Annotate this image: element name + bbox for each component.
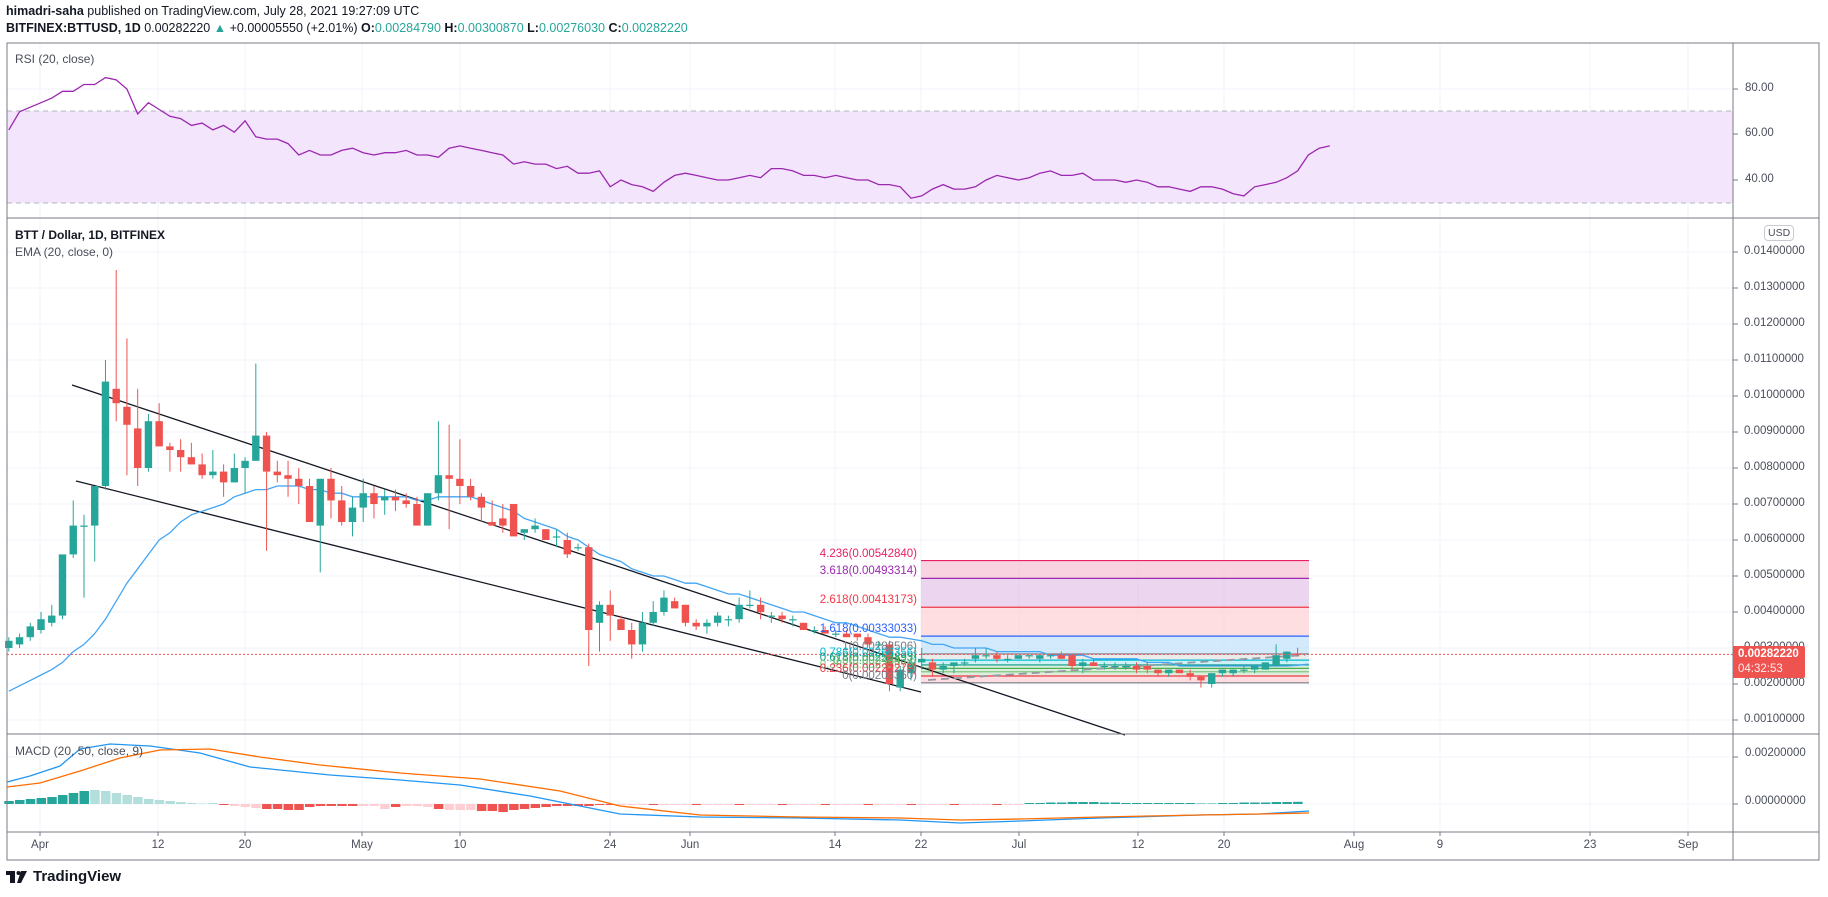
rsi-axis-tick: 40.00 (1745, 173, 1774, 185)
close-value: 0.00282220 (621, 21, 688, 35)
fib-level-label: 0.5(0.00243437) (832, 655, 917, 668)
grid (7, 43, 1733, 832)
rsi-axis-tick: 60.00 (1745, 127, 1774, 139)
open-label: O: (360, 21, 375, 35)
macd-axis-tick: 0.00200000 (1745, 747, 1806, 759)
signal-line (6, 748, 1310, 821)
macd (4, 743, 1310, 824)
fib-level-label: 0.786(0.00266356) (819, 647, 917, 660)
main-series-title[interactable]: BTT / Dollar, 1D, BITFINEX (15, 228, 166, 242)
price-axis-tick: 0.00800000 (1744, 461, 1805, 473)
candles[interactable] (5, 270, 1302, 692)
tradingview-logo-icon (6, 870, 27, 883)
time-axis-tick: 20 (1217, 839, 1231, 851)
fib-level-label: 0(0.00203360) (842, 669, 917, 682)
last-price: 0.00282220 (144, 21, 211, 35)
price-axis-tick: 0.01300000 (1744, 281, 1805, 293)
time-axis-tick: 12 (151, 839, 165, 851)
time-axis-tick: Sep (1677, 839, 1699, 851)
change-up-arrow-icon: ▲ (213, 21, 227, 35)
rsi-indicator-label[interactable]: RSI (20, close) (15, 52, 95, 66)
low-value: 0.00276030 (538, 21, 605, 35)
time-axis-tick: 12 (1131, 839, 1145, 851)
fib-level-label: 1.618(0.00333033) (819, 623, 917, 636)
rsi-band (7, 111, 1733, 203)
ema-indicator-label[interactable]: EMA (20, close, 0) (15, 245, 114, 259)
close-label: C: (608, 21, 622, 35)
macd-line (6, 743, 1310, 824)
price-change: +0.00005550 (+2.01%) (229, 21, 358, 35)
price-axis-tick: 0.00400000 (1744, 605, 1805, 617)
time-axis-tick: Aug (1343, 839, 1365, 851)
price-axis-tick: 0.00100000 (1744, 713, 1805, 725)
fib-level-label: 0.618(0.00252893) (819, 651, 917, 664)
price-axis-tick: 0.00500000 (1744, 569, 1805, 581)
time-axis-tick: 20 (238, 839, 252, 851)
time-axis-tick: 24 (603, 839, 617, 851)
bar-countdown: 04:32:53 (1738, 663, 1783, 675)
rsi-line (8, 76, 1330, 199)
publish-info: himadri-saha published on TradingView.co… (6, 4, 419, 18)
time-axis-tick: 10 (453, 839, 467, 851)
published-text: published on TradingView.com, July 28, 2… (87, 4, 420, 18)
parallel-channel[interactable] (71, 384, 1126, 736)
time-axis-tick: 22 (914, 839, 928, 851)
pane-borders (6, 42, 1820, 861)
last-price-value: 0.00282220 (1738, 648, 1799, 660)
high-value: 0.00300870 (457, 21, 524, 35)
symbol-label: BITFINEX:BTTUSD, 1D (6, 21, 141, 35)
time-axis-tick: Apr (31, 839, 49, 851)
price-axis-tick: 0.00700000 (1744, 497, 1805, 509)
low-label: L: (527, 21, 539, 35)
open-value: 0.00284790 (374, 21, 441, 35)
time-axis-tick: Jul (1011, 839, 1027, 851)
time-axis-tick: May (351, 839, 373, 851)
time-axis-tick: 23 (1583, 839, 1597, 851)
fib-level-label: 2.618(0.00413173) (819, 594, 917, 607)
price-axis-tick: 0.01100000 (1744, 353, 1804, 365)
macd-axis-tick: 0.00000000 (1745, 795, 1806, 807)
price-axis-tick: 0.01200000 (1744, 317, 1805, 329)
publisher-name[interactable]: himadri-saha (6, 4, 84, 18)
price-axis-tick: 0.00900000 (1744, 425, 1805, 437)
time-axis-tick: 14 (828, 839, 842, 851)
fib-level-label: 1(0.00283506) (842, 640, 917, 653)
ema-line (8, 485, 1309, 692)
price-axis-tick: 0.00200000 (1744, 677, 1805, 689)
time-axis-tick: Jun (680, 839, 700, 851)
currency-badge[interactable]: USD (1764, 225, 1795, 241)
fib-level-label: 3.618(0.00493314) (819, 565, 917, 578)
tradingview-logo[interactable]: TradingView (6, 868, 121, 885)
time-axis-tick: 9 (1436, 839, 1444, 851)
tradingview-brand: TradingView (33, 868, 122, 885)
symbol-info-bar: BITFINEX:BTTUSD, 1D 0.00282220 ▲ +0.0000… (6, 21, 688, 35)
price-axis-tick: 0.01400000 (1744, 245, 1805, 257)
macd-indicator-label[interactable]: MACD (20, 50, close, 9) (15, 744, 144, 758)
fib-level-label: 0.382(0.00233979) (819, 658, 917, 671)
high-label: H: (444, 21, 458, 35)
fib-level-label: 4.236(0.00542840) (819, 547, 917, 560)
rsi-axis-tick: 80.00 (1745, 82, 1774, 94)
price-axis-tick: 0.00600000 (1744, 533, 1805, 545)
fib-level-label: 0.236(0.00222279) (819, 662, 917, 675)
price-axis-tick: 0.01000000 (1744, 389, 1805, 401)
last-price-tag: 0.00282220 04:32:53 (1733, 646, 1805, 678)
